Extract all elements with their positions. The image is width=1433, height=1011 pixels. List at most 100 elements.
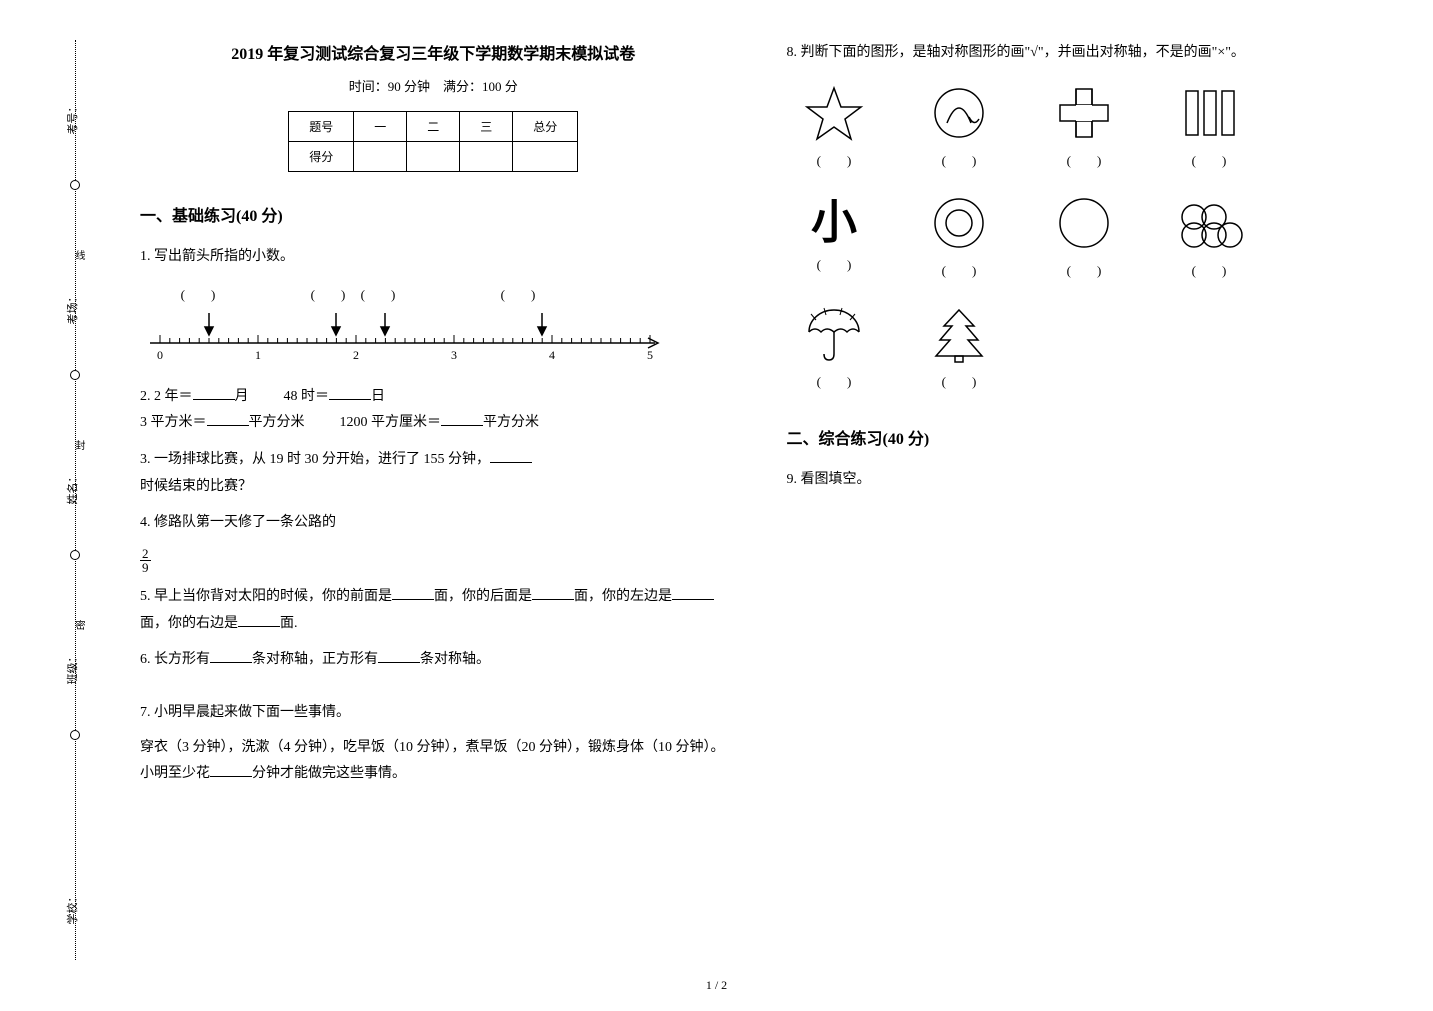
blank <box>441 412 483 426</box>
cloud-icon <box>1174 193 1244 253</box>
fraction-icon: 2 9 <box>140 547 151 574</box>
question-1: 1. 写出箭头所指的小数。 ( ) ( ) ( ) ( ) 0 <box>140 244 727 374</box>
blank <box>210 763 252 777</box>
q1-paren: ( ) <box>358 283 398 308</box>
exam-title: 2019 年复习测试综合复习三年级下学期数学期末模拟试卷 <box>140 40 727 64</box>
blank <box>672 586 714 600</box>
tree-icon <box>924 304 994 364</box>
blank <box>210 649 252 663</box>
q5-text: 5. 早上当你背对太阳的时候，你的前面是 <box>140 589 392 604</box>
binding-circle-icon <box>70 550 80 560</box>
q5-text: 面，你的右边是 <box>140 616 238 631</box>
answer-paren: ( ) <box>1037 259 1132 284</box>
question-8: 8. 判断下面的图形，是轴对称图形的画"√"，并画出对称轴，不是的画"×"。 (… <box>787 40 1374 395</box>
shape-alpha-circle: ( ) <box>912 83 1007 174</box>
table-row: 得分 <box>289 142 578 172</box>
question-5: 5. 早上当你背对太阳的时候，你的前面是 面，你的后面是 面，你的左边是面，你的右边… <box>140 584 727 637</box>
number-line-figure: 0 1 2 3 4 5 <box>140 307 670 363</box>
q6-text: 条对称轴，正方形有 <box>252 652 378 667</box>
umbrella-icon <box>799 304 869 364</box>
answer-paren: ( ) <box>1162 259 1257 284</box>
shape-cross: ( ) <box>1037 83 1132 174</box>
blank <box>193 386 235 400</box>
q7-text: 穿衣（3 分钟），洗漱（4 分钟），吃早饭（10 分钟），煮早饭（20 分钟），… <box>140 735 727 762</box>
score-cell <box>354 142 407 172</box>
shape-umbrella: ( ) <box>787 304 882 395</box>
question-7: 7. 小明早晨起来做下面一些事情。 穿衣（3 分钟），洗漱（4 分钟），吃早饭（… <box>140 700 727 788</box>
svg-text:5: 5 <box>647 348 653 362</box>
q2-text: 2. 2 年＝ <box>140 389 193 404</box>
q7-text: 小明至少花 <box>140 766 210 781</box>
blank <box>238 613 280 627</box>
q5-text: 面，你的左边是 <box>574 589 672 604</box>
blank <box>392 586 434 600</box>
blank <box>329 386 371 400</box>
q1-paren: ( ) <box>168 283 228 308</box>
score-cell <box>407 142 460 172</box>
star-icon <box>799 83 869 143</box>
q8-text: 8. 判断下面的图形，是轴对称图形的画"√"，并画出对称轴，不是的画"×"。 <box>787 40 1374 67</box>
q7-text: 7. 小明早晨起来做下面一些事情。 <box>140 700 727 727</box>
q2-text: 48 时＝ <box>284 389 330 404</box>
answer-paren: ( ) <box>912 259 1007 284</box>
fraction-2-9: 2 9 <box>140 547 727 574</box>
q2-text: 月 <box>235 389 249 404</box>
binding-label-class: 班级： <box>64 628 80 708</box>
q2-text: 日 <box>371 389 385 404</box>
q7-text: 分钟才能做完这些事情。 <box>252 766 406 781</box>
blank <box>378 649 420 663</box>
answer-paren: ( ) <box>787 149 882 174</box>
score-table: 题号 一 二 三 总分 得分 <box>288 111 578 172</box>
blank <box>532 586 574 600</box>
answer-paren: ( ) <box>912 370 1007 395</box>
binding-circle-icon <box>70 370 80 380</box>
table-row: 题号 一 二 三 总分 <box>289 112 578 142</box>
blank <box>490 449 532 463</box>
binding-circle-icon <box>70 180 80 190</box>
q2-text: 1200 平方厘米＝ <box>340 415 442 430</box>
shape-ring: ( ) <box>912 193 1007 284</box>
score-header-cell: 三 <box>460 112 513 142</box>
score-cell <box>460 142 513 172</box>
q9-text: 9. 看图填空。 <box>787 472 871 487</box>
page-body: 2019 年复习测试综合复习三年级下学期数学期末模拟试卷 时间：90 分钟 满分… <box>140 40 1373 960</box>
answer-paren: ( ) <box>787 370 882 395</box>
q3-text: 时候结束的比赛？ <box>140 479 252 494</box>
q5-text: 面. <box>280 616 298 631</box>
svg-text:0: 0 <box>157 348 163 362</box>
stripes-icon <box>1174 83 1244 143</box>
binding-circle-icon <box>70 730 80 740</box>
answer-paren: ( ) <box>1037 149 1132 174</box>
q1-text: 1. 写出箭头所指的小数。 <box>140 244 727 271</box>
binding-seal-line: 线 <box>71 250 86 262</box>
fraction-denominator: 9 <box>140 561 151 574</box>
shape-star: ( ) <box>787 83 882 174</box>
shape-xiao-char: 小 ( ) <box>787 193 882 284</box>
section-2-heading: 二、综合练习(40 分) <box>787 425 1374 449</box>
q3-text: 3. 一场排球比赛，从 19 时 30 分开始，进行了 155 分钟， <box>140 452 490 467</box>
question-2: 2. 2 年＝月 48 时＝日 3 平方米＝平方分米 1200 平方厘米＝平方分… <box>140 384 727 437</box>
score-header-cell: 总分 <box>513 112 578 142</box>
svg-text:4: 4 <box>549 348 555 362</box>
score-cell <box>513 142 578 172</box>
page-footer: 1 / 2 <box>0 978 1433 993</box>
q4-text: 4. 修路队第一天修了一条公路的 <box>140 515 336 530</box>
ring-icon <box>924 193 994 253</box>
question-3: 3. 一场排球比赛，从 19 时 30 分开始，进行了 155 分钟， 时候结束… <box>140 447 727 500</box>
binding-label-exam-number: 考号： <box>64 78 80 158</box>
q2-text: 平方分米 <box>249 415 305 430</box>
blank <box>207 412 249 426</box>
answer-paren: ( ) <box>787 253 882 278</box>
q1-paren: ( ) <box>298 283 358 308</box>
q5-text: 面，你的后面是 <box>434 589 532 604</box>
shape-tree: ( ) <box>912 304 1007 395</box>
question-9: 9. 看图填空。 <box>787 467 1374 494</box>
section-1-heading: 一、基础练习(40 分) <box>140 202 727 226</box>
q8-shapes-grid: ( ) ( ) ( ) <box>787 83 1374 395</box>
answer-paren: ( ) <box>1162 149 1257 174</box>
cross-icon <box>1049 83 1119 143</box>
shape-cloud: ( ) <box>1162 193 1257 284</box>
binding-label-name: 姓名： <box>64 448 80 528</box>
q2-text: 平方分米 <box>483 415 539 430</box>
svg-text:1: 1 <box>255 348 261 362</box>
